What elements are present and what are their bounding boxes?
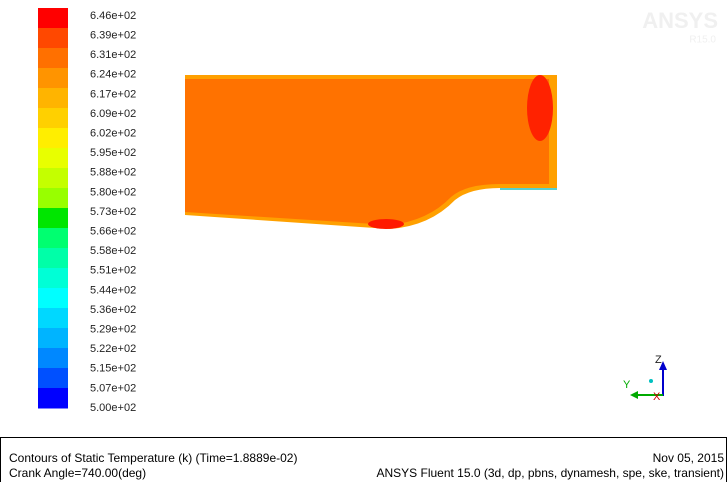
- colorbar-label: 6.31e+02: [90, 49, 136, 61]
- colorbar-label: 5.95e+02: [90, 147, 136, 159]
- colorbar-label: 5.29e+02: [90, 324, 136, 336]
- watermark-brand: ANSYS: [642, 8, 718, 33]
- domain-body: [185, 79, 549, 225]
- colorbar-band: [38, 88, 68, 109]
- colorbar-band: [38, 388, 68, 409]
- colorbar-label: 6.24e+02: [90, 69, 136, 81]
- colorbar-label: 5.07e+02: [90, 382, 136, 394]
- colorbar-band: [38, 8, 68, 29]
- colorbar: 6.46e+02 6.39e+02 6.31e+02 6.24e+02 6.17e+02…: [38, 8, 136, 414]
- footer-date: Nov 05, 2015: [653, 451, 725, 465]
- hot-spot: [368, 219, 404, 229]
- colorbar-band: [38, 328, 68, 349]
- footer-box: [0, 437, 727, 482]
- colorbar-band: [38, 148, 68, 169]
- y-arrow: [630, 391, 638, 399]
- y-label: Y: [623, 379, 631, 391]
- z-arrow: [659, 361, 667, 370]
- colorbar-band: [38, 348, 68, 369]
- colorbar-band: [38, 208, 68, 229]
- colorbar-label: 5.66e+02: [90, 226, 136, 238]
- colorbar-label: 5.88e+02: [90, 167, 136, 179]
- colorbar-label: 5.73e+02: [90, 206, 136, 218]
- colorbar-band: [38, 288, 68, 309]
- colorbar-label: 5.80e+02: [90, 186, 136, 198]
- colorbar-label: 6.02e+02: [90, 128, 136, 140]
- colorbar-band: [38, 308, 68, 329]
- footer-angle: Crank Angle=740.00(deg): [9, 466, 146, 480]
- contour-domain: [185, 75, 557, 229]
- colorbar-label: 5.00e+02: [90, 402, 136, 414]
- colorbar-band: [38, 108, 68, 129]
- watermark-release: R15.0: [689, 35, 716, 46]
- colorbar-label: 6.17e+02: [90, 88, 136, 100]
- hot-spot: [527, 75, 553, 141]
- colorbar-label: 5.15e+02: [90, 363, 136, 375]
- colorbar-label: 5.36e+02: [90, 304, 136, 316]
- colorbar-band: [38, 168, 68, 189]
- colorbar-band: [38, 48, 68, 69]
- colorbar-label: 5.51e+02: [90, 265, 136, 277]
- footer-solver: ANSYS Fluent 15.0 (3d, dp, pbns, dynames…: [376, 466, 724, 480]
- colorbar-band: [38, 188, 68, 209]
- z-label: Z: [655, 354, 662, 366]
- colorbar-band: [38, 128, 68, 149]
- colorbar-band: [38, 248, 68, 269]
- colorbar-label: 5.58e+02: [90, 245, 136, 257]
- colorbar-label: 5.44e+02: [90, 284, 136, 296]
- axis-triad: Z Y X: [623, 354, 667, 403]
- colorbar-label: 6.09e+02: [90, 108, 136, 120]
- x-label: X: [653, 391, 661, 403]
- colorbar-band: [38, 28, 68, 49]
- origin: [649, 379, 653, 383]
- footer-title: Contours of Static Temperature (k) (Time…: [9, 451, 297, 465]
- colorbar-label: 6.39e+02: [90, 30, 136, 42]
- colorbar-band: [38, 268, 68, 289]
- colorbar-label: 5.22e+02: [90, 343, 136, 355]
- colorbar-band: [38, 68, 68, 89]
- colorbar-band: [38, 228, 68, 249]
- colorbar-band: [38, 368, 68, 389]
- colorbar-label: 6.46e+02: [90, 10, 136, 22]
